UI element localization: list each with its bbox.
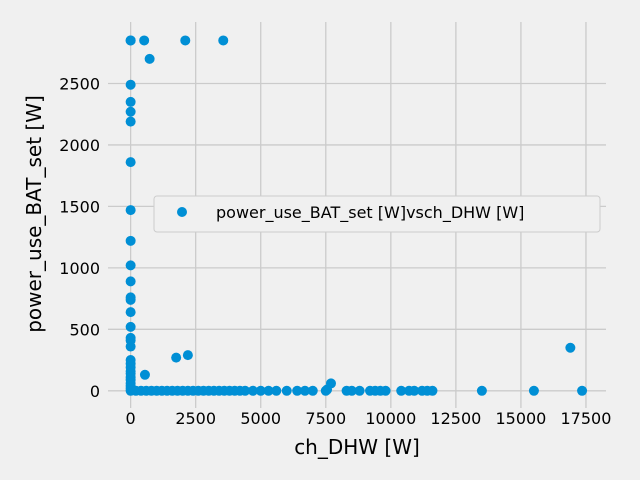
data-point — [271, 385, 282, 396]
x-tick-label: 5000 — [240, 409, 281, 428]
x-tick-label: 15000 — [495, 409, 546, 428]
data-point — [307, 385, 318, 396]
x-tick-label: 2500 — [175, 409, 216, 428]
data-point — [528, 385, 539, 396]
legend-marker — [177, 207, 187, 217]
data-point — [125, 106, 136, 117]
data-point — [125, 276, 136, 287]
x-tick-label: 0 — [126, 409, 136, 428]
data-point — [292, 385, 303, 396]
y-tick-label: 2500 — [59, 74, 100, 93]
data-point — [125, 205, 136, 216]
data-point — [427, 385, 438, 396]
data-point — [263, 385, 274, 396]
y-tick-label: 2000 — [59, 136, 100, 155]
data-point — [247, 385, 258, 396]
y-tick-labels: 0 500 1000 1500 2000 2500 — [59, 74, 100, 400]
data-point — [125, 116, 136, 127]
data-point — [125, 307, 136, 318]
data-point — [218, 35, 229, 46]
data-point — [396, 385, 407, 396]
data-point — [125, 79, 136, 90]
data-point — [380, 385, 391, 396]
data-point — [125, 321, 136, 332]
legend-box — [153, 195, 601, 233]
data-point — [346, 385, 357, 396]
data-point — [125, 260, 136, 271]
data-point — [139, 369, 150, 380]
y-axis-label: power_use_BAT_set [W] — [22, 95, 46, 333]
data-point — [577, 385, 588, 396]
y-tick-label: 500 — [69, 320, 100, 339]
data-points — [125, 35, 588, 396]
data-point — [144, 53, 155, 64]
data-point — [125, 35, 136, 46]
x-tick-label: 10000 — [365, 409, 416, 428]
data-point — [125, 294, 136, 305]
data-point — [281, 385, 292, 396]
data-point — [240, 385, 251, 396]
data-point — [125, 157, 136, 168]
data-point — [125, 96, 136, 107]
x-tick-label: 7500 — [305, 409, 346, 428]
data-point — [565, 342, 576, 353]
data-point — [139, 35, 150, 46]
legend: power_use_BAT_set [W]vsch_DHW [W] — [153, 195, 601, 233]
data-point — [476, 385, 487, 396]
legend-label: power_use_BAT_set [W]vsch_DHW [W] — [216, 203, 524, 223]
data-point — [182, 350, 193, 361]
data-point — [320, 385, 331, 396]
y-tick-label: 1500 — [59, 197, 100, 216]
x-tick-label: 12500 — [430, 409, 481, 428]
data-point — [354, 385, 365, 396]
data-point — [171, 352, 182, 363]
x-tick-label: 17500 — [561, 409, 612, 428]
y-tick-label: 0 — [90, 382, 100, 401]
y-tick-label: 1000 — [59, 259, 100, 278]
data-point — [255, 385, 266, 396]
data-point — [409, 385, 420, 396]
x-axis-label: ch_DHW [W] — [294, 435, 420, 459]
data-point — [299, 385, 310, 396]
x-tick-labels: 0 2500 5000 7500 10000 12500 15000 17500 — [126, 409, 612, 428]
data-point — [180, 35, 191, 46]
data-point — [125, 235, 136, 246]
data-point — [125, 341, 136, 352]
